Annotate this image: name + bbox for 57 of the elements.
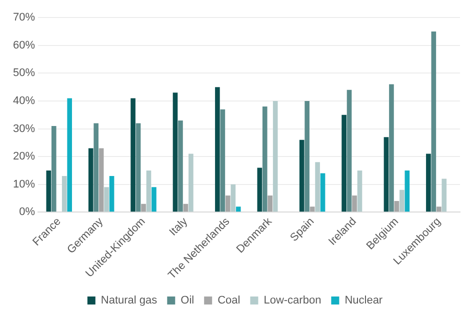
bar xyxy=(104,187,109,212)
bar xyxy=(357,170,362,212)
bar xyxy=(236,206,241,212)
bar xyxy=(310,206,315,212)
bar xyxy=(130,98,136,212)
bar xyxy=(299,140,304,212)
bar xyxy=(346,90,352,212)
legend-label: Low-carbon xyxy=(264,294,322,307)
bar xyxy=(320,173,326,212)
bar xyxy=(431,32,436,212)
bar xyxy=(404,170,410,212)
bar xyxy=(226,195,230,212)
legend-label: Oil xyxy=(180,294,194,307)
y-tick-label: 70% xyxy=(12,12,36,24)
bar xyxy=(98,148,104,212)
bar xyxy=(136,123,141,212)
bar xyxy=(152,187,156,212)
bar xyxy=(46,170,52,212)
bar xyxy=(389,84,394,212)
bar xyxy=(262,106,268,212)
bar xyxy=(400,190,404,212)
bar xyxy=(426,154,431,212)
bar xyxy=(67,98,72,212)
bar xyxy=(88,148,94,212)
bar xyxy=(220,109,226,212)
legend-label: Nuclear xyxy=(344,294,383,307)
bar xyxy=(109,176,114,212)
bar xyxy=(268,195,273,212)
legend-label: Natural gas xyxy=(100,294,158,307)
y-tick-label: 60% xyxy=(12,39,36,52)
legend-label: Coal xyxy=(218,294,240,307)
bar xyxy=(172,92,178,212)
bar xyxy=(436,206,442,212)
bar xyxy=(230,184,236,212)
bar xyxy=(94,123,98,212)
bar xyxy=(442,178,447,212)
y-tick-label: 0% xyxy=(19,206,36,218)
y-tick-label: 20% xyxy=(12,150,36,163)
bar xyxy=(352,195,357,212)
bar xyxy=(188,154,194,212)
y-tick-label: 40% xyxy=(12,95,36,108)
y-tick-label: 30% xyxy=(12,122,36,135)
y-tick-label: 50% xyxy=(12,67,36,80)
bar xyxy=(272,100,278,212)
y-tick-label: 10% xyxy=(12,178,36,190)
bar xyxy=(215,87,220,212)
bar xyxy=(141,204,146,212)
bar xyxy=(342,114,346,212)
bar xyxy=(62,176,67,212)
bar xyxy=(146,170,152,212)
bar xyxy=(304,100,310,212)
bar xyxy=(384,137,389,212)
bar xyxy=(257,168,262,212)
bar xyxy=(178,120,183,212)
bar xyxy=(51,126,56,212)
bar xyxy=(394,201,400,212)
bar xyxy=(315,162,320,212)
